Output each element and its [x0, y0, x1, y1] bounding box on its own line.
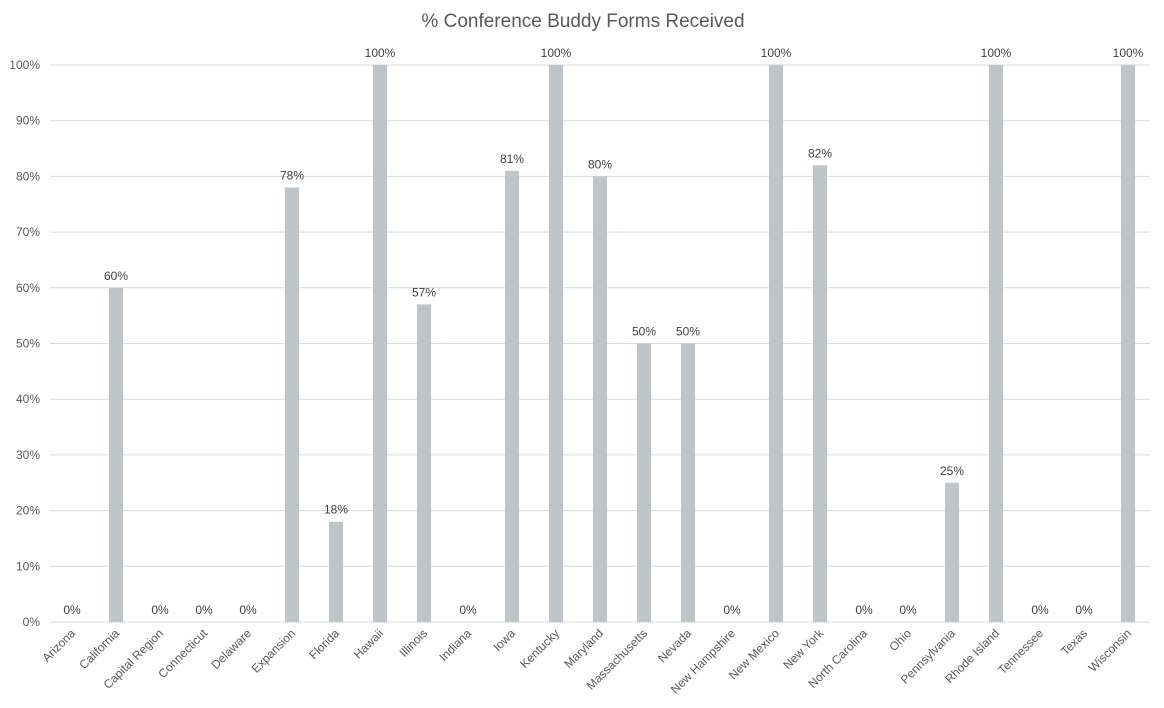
y-tick-label: 40%	[16, 392, 40, 406]
x-tick-label: Maryland	[561, 626, 606, 671]
x-tick-label: New York	[780, 626, 826, 672]
data-label: 0%	[151, 603, 169, 617]
data-label: 50%	[676, 325, 700, 339]
x-tick-label: Hawaii	[351, 626, 386, 661]
x-tick-label: Ohio	[886, 626, 914, 654]
data-label: 0%	[1075, 603, 1093, 617]
bar	[681, 343, 695, 622]
data-labels: 0% 60% 0% 0% 0% 78% 18% 100% 57% 0% 81% 100% 80% 50% 5…	[63, 46, 1143, 617]
data-label: 0%	[899, 603, 917, 617]
y-axis-ticks: 0% 10% 20% 30% 40% 50% 60% 70% 80% 90% 100%	[9, 58, 40, 629]
bar	[1121, 65, 1135, 622]
data-label: 100%	[541, 46, 572, 60]
data-label: 50%	[632, 325, 656, 339]
x-tick-label: Wisconsin	[1086, 626, 1135, 675]
data-label: 25%	[940, 464, 964, 478]
y-tick-label: 10%	[16, 559, 40, 573]
y-tick-label: 20%	[16, 504, 40, 518]
x-tick-label: Arizona	[39, 626, 78, 665]
bar	[109, 287, 123, 622]
data-label: 100%	[365, 46, 396, 60]
bar	[417, 304, 431, 622]
data-label: 0%	[723, 603, 741, 617]
bar	[989, 65, 1003, 622]
data-label: 80%	[588, 157, 612, 171]
x-tick-label: Iowa	[490, 626, 518, 654]
data-label: 0%	[459, 603, 477, 617]
x-tick-label: California	[76, 626, 122, 672]
bar	[813, 165, 827, 622]
x-tick-label: Texas	[1058, 626, 1090, 658]
bar	[945, 482, 959, 622]
data-label: 57%	[412, 286, 436, 300]
x-tick-label: Delaware	[208, 626, 254, 672]
data-label: 82%	[808, 146, 832, 160]
x-tick-label: Florida	[306, 626, 342, 662]
data-label: 78%	[280, 169, 304, 183]
bar	[593, 176, 607, 622]
bars	[109, 65, 1135, 623]
y-tick-label: 80%	[16, 169, 40, 183]
data-label: 0%	[63, 603, 81, 617]
x-tick-label: Nevada	[655, 626, 694, 665]
data-label: 100%	[981, 46, 1012, 60]
bar	[769, 65, 783, 622]
x-tick-label: Tennessee	[995, 626, 1046, 677]
x-tick-label: Illinois	[397, 626, 430, 659]
y-tick-label: 90%	[16, 114, 40, 128]
y-tick-label: 30%	[16, 448, 40, 462]
data-label: 0%	[239, 603, 257, 617]
data-label: 60%	[104, 269, 128, 283]
bar	[549, 65, 563, 622]
y-tick-label: 60%	[16, 281, 40, 295]
bar	[637, 343, 651, 622]
data-label: 0%	[195, 603, 213, 617]
data-label: 0%	[855, 603, 873, 617]
chart-title: % Conference Buddy Forms Received	[421, 11, 744, 32]
y-tick-label: 50%	[16, 337, 40, 351]
x-tick-label: Kentucky	[517, 626, 562, 671]
data-label: 81%	[500, 152, 524, 166]
x-tick-label: Expansion	[249, 626, 299, 676]
x-tick-label: Indiana	[436, 626, 474, 664]
data-label: 18%	[324, 503, 348, 517]
y-tick-label: 0%	[23, 615, 41, 629]
bar	[329, 521, 343, 622]
bar	[373, 65, 387, 622]
data-label: 100%	[1113, 46, 1144, 60]
y-tick-label: 100%	[9, 58, 40, 72]
bar	[285, 187, 299, 623]
data-label: 100%	[761, 46, 792, 60]
bar	[505, 170, 519, 622]
y-tick-label: 70%	[16, 225, 40, 239]
data-label: 0%	[1031, 603, 1049, 617]
